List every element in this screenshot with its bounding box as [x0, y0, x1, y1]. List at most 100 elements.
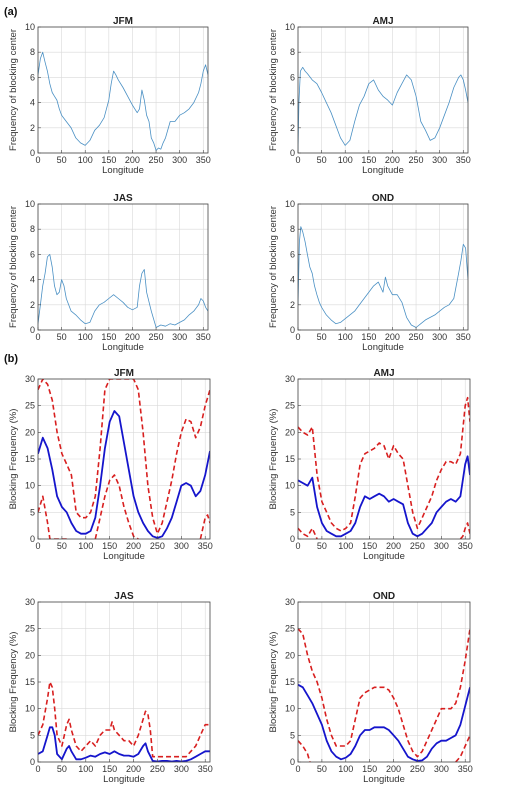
x-axis-label: Longitude	[102, 165, 144, 176]
y-tick-label: 4	[290, 98, 295, 108]
series-line-thin-0	[38, 253, 208, 328]
chart-b-amj: 0 50 100 150 200 250 300 350 0 5 10 15 20 25 30 AMJ Long…	[268, 368, 473, 562]
x-tick-label: 300	[172, 155, 187, 165]
y-tick-label: 15	[25, 677, 35, 687]
x-axis-label: Longitude	[363, 551, 405, 562]
y-axis-label: Frequency of blocking center	[8, 29, 19, 151]
x-tick-label: 50	[317, 764, 327, 774]
y-axis-label: Frequency of blocking center	[268, 206, 279, 328]
x-tick-label: 0	[35, 764, 40, 774]
y-tick-label: 10	[25, 481, 35, 491]
y-tick-label: 2	[290, 123, 295, 133]
x-tick-label: 350	[456, 155, 471, 165]
series-line-dashed-1	[298, 396, 470, 532]
series-line-dashed-2	[38, 495, 67, 539]
x-tick-label: 250	[409, 332, 424, 342]
x-tick-label: 350	[198, 764, 213, 774]
plot-frame	[297, 26, 469, 154]
panel-label-a: (a)	[4, 6, 18, 18]
y-axis-label: Frequency of blocking center	[8, 206, 19, 328]
x-tick-label: 250	[149, 155, 164, 165]
chart-title: AMJ	[373, 368, 394, 379]
x-axis-label: Longitude	[103, 774, 145, 785]
series-line-dashed-3	[459, 522, 470, 539]
series-line-dashed-2	[298, 740, 311, 762]
x-tick-label: 300	[432, 332, 447, 342]
y-tick-label: 10	[25, 22, 35, 32]
y-axis-label: Blocking Frequency (%)	[8, 632, 19, 733]
series-line-solid-0	[298, 455, 470, 538]
series-group	[298, 226, 468, 328]
y-tick-label: 8	[290, 47, 295, 57]
x-tick-label: 300	[174, 541, 189, 551]
x-axis-label: Longitude	[362, 342, 404, 353]
y-axis-label: Blocking Frequency (%)	[8, 409, 19, 510]
y-tick-label: 5	[290, 730, 295, 740]
y-tick-label: 15	[285, 454, 295, 464]
chart-title: OND	[373, 591, 395, 602]
y-tick-label: 0	[290, 757, 295, 767]
y-tick-label: 4	[30, 98, 35, 108]
x-tick-label: 200	[125, 155, 140, 165]
y-tick-label: 0	[290, 148, 295, 158]
x-tick-label: 50	[57, 541, 67, 551]
x-tick-label: 0	[295, 764, 300, 774]
x-tick-label: 250	[150, 764, 165, 774]
y-tick-label: 20	[25, 427, 35, 437]
y-axis-label: Blocking Frequency (%)	[268, 409, 279, 510]
x-tick-label: 350	[458, 764, 473, 774]
series-line-dashed-1	[38, 379, 210, 535]
y-tick-label: 2	[290, 300, 295, 310]
panel-label-b: (b)	[4, 353, 18, 365]
y-axis-label: Frequency of blocking center	[268, 29, 279, 151]
series-line-solid-0	[38, 726, 210, 762]
x-tick-label: 150	[362, 541, 377, 551]
y-tick-label: 4	[30, 275, 35, 285]
y-tick-label: 0	[290, 325, 295, 335]
y-tick-label: 6	[290, 249, 295, 259]
y-tick-label: 8	[30, 47, 35, 57]
series-line-thin-0	[38, 51, 208, 151]
y-tick-label: 30	[25, 374, 35, 384]
series-group	[38, 253, 208, 328]
x-tick-label: 0	[295, 155, 300, 165]
y-tick-label: 25	[285, 401, 295, 411]
x-tick-label: 50	[317, 541, 327, 551]
chart-title: JAS	[114, 591, 134, 602]
x-tick-label: 350	[196, 155, 211, 165]
x-tick-label: 200	[385, 155, 400, 165]
chart-a-jas: 0 50 100 150 200 250 300 350 0 2 4 6 8 10 JAS Longitude…	[8, 193, 211, 353]
x-tick-label: 250	[149, 332, 164, 342]
series-group	[298, 396, 470, 539]
x-tick-label: 150	[361, 332, 376, 342]
y-tick-label: 15	[285, 677, 295, 687]
y-tick-label: 15	[25, 454, 35, 464]
x-tick-label: 50	[317, 155, 327, 165]
x-tick-label: 300	[174, 764, 189, 774]
y-axis-label: Blocking Frequency (%)	[268, 632, 279, 733]
y-tick-label: 10	[285, 481, 295, 491]
chart-a-jfm: 0 50 100 150 200 250 300 350 0 2 4 6 8 10 JFM Longitude…	[8, 16, 211, 176]
y-tick-label: 10	[285, 22, 295, 32]
x-tick-label: 200	[126, 764, 141, 774]
x-tick-label: 250	[150, 541, 165, 551]
y-tick-label: 10	[25, 704, 35, 714]
chart-b-jfm: 0 50 100 150 200 250 300 350 0 5 10 15 20 25 30 JFM Long…	[8, 368, 213, 562]
series-line-dashed-4	[199, 514, 210, 539]
x-axis-label: Longitude	[362, 165, 404, 176]
series-group	[38, 51, 208, 151]
y-tick-label: 6	[30, 72, 35, 82]
y-tick-label: 8	[290, 224, 295, 234]
x-tick-label: 50	[317, 332, 327, 342]
y-tick-label: 8	[30, 224, 35, 234]
y-tick-label: 0	[30, 757, 35, 767]
x-tick-label: 200	[386, 764, 401, 774]
chart-title: OND	[372, 193, 394, 204]
y-tick-label: 0	[30, 534, 35, 544]
chart-title: AMJ	[372, 16, 393, 27]
chart-title: JFM	[113, 16, 133, 27]
y-tick-label: 2	[30, 300, 35, 310]
x-tick-label: 100	[338, 332, 353, 342]
y-tick-label: 0	[30, 148, 35, 158]
x-tick-label: 250	[409, 155, 424, 165]
